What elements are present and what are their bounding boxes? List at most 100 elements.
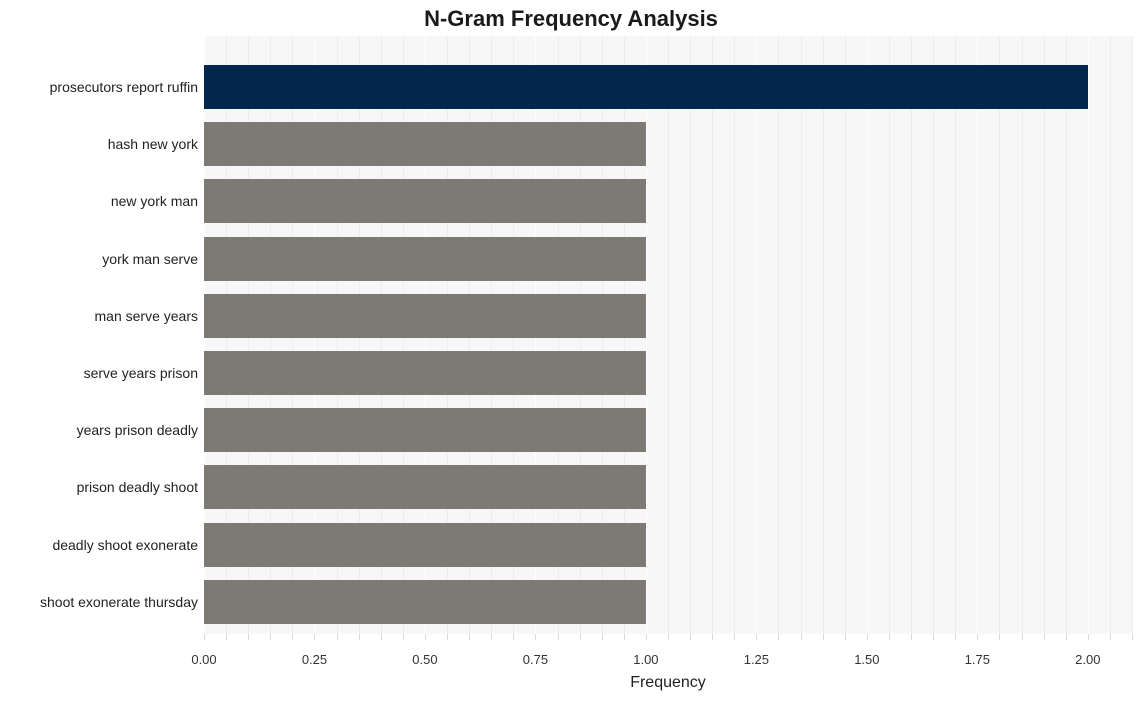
gridline-minor: [1044, 36, 1045, 634]
x-minor-tick: [248, 634, 249, 640]
x-minor-tick: [292, 634, 293, 640]
x-tick-label: 1.25: [744, 652, 769, 667]
x-minor-tick: [845, 634, 846, 640]
x-minor-tick: [580, 634, 581, 640]
y-tick-label: york man serve: [102, 251, 198, 267]
x-minor-tick: [1110, 634, 1111, 640]
x-axis-title: Frequency: [204, 674, 1132, 692]
gridline-minor: [712, 36, 713, 634]
x-minor-tick: [513, 634, 514, 640]
x-minor-tick: [1088, 634, 1089, 640]
gridline-minor: [1066, 36, 1067, 634]
gridline-minor: [1132, 36, 1133, 634]
gridline-minor: [955, 36, 956, 634]
x-minor-tick: [535, 634, 536, 640]
bar: [204, 237, 646, 281]
x-minor-tick: [337, 634, 338, 640]
gridline-minor: [734, 36, 735, 634]
gridline-minor: [801, 36, 802, 634]
y-tick-label: new york man: [111, 193, 198, 209]
gridline-minor: [889, 36, 890, 634]
x-minor-tick: [491, 634, 492, 640]
gridline-minor: [845, 36, 846, 634]
bar: [204, 179, 646, 223]
x-minor-tick: [867, 634, 868, 640]
gridline-minor: [690, 36, 691, 634]
x-tick-label: 1.50: [854, 652, 879, 667]
x-minor-tick: [558, 634, 559, 640]
x-minor-tick: [977, 634, 978, 640]
x-minor-tick: [668, 634, 669, 640]
gridline-minor: [668, 36, 669, 634]
x-minor-tick: [889, 634, 890, 640]
gridline-major: [646, 36, 647, 634]
x-minor-tick: [823, 634, 824, 640]
bar: [204, 294, 646, 338]
y-tick-label: shoot exonerate thursday: [40, 594, 198, 610]
y-tick-label: prison deadly shoot: [77, 479, 198, 495]
x-minor-tick: [933, 634, 934, 640]
x-minor-tick: [226, 634, 227, 640]
y-tick-label: serve years prison: [84, 365, 198, 381]
x-minor-tick: [469, 634, 470, 640]
bar: [204, 465, 646, 509]
x-tick-label: 1.75: [965, 652, 990, 667]
y-axis-labels: prosecutors report ruffin hash new york ne…: [0, 36, 198, 634]
gridline-minor: [778, 36, 779, 634]
y-tick-label: prosecutors report ruffin: [50, 79, 198, 95]
x-minor-tick: [204, 634, 205, 640]
x-minor-tick: [1022, 634, 1023, 640]
gridline-major: [977, 36, 978, 634]
bar: [204, 580, 646, 624]
x-minor-tick: [314, 634, 315, 640]
x-tick-label: 0.00: [191, 652, 216, 667]
x-minor-tick: [646, 634, 647, 640]
x-minor-tick: [690, 634, 691, 640]
bar: [204, 122, 646, 166]
x-minor-tick: [756, 634, 757, 640]
gridline-major: [1088, 36, 1089, 634]
x-minor-tick: [1132, 634, 1133, 640]
bar: [204, 65, 1088, 109]
x-minor-tick: [1066, 634, 1067, 640]
x-minor-tick: [602, 634, 603, 640]
x-minor-tick: [712, 634, 713, 640]
x-minor-tick: [270, 634, 271, 640]
x-tick-label: 0.25: [302, 652, 327, 667]
y-tick-label: hash new york: [108, 136, 198, 152]
y-tick-label: man serve years: [95, 308, 198, 324]
y-tick-label: years prison deadly: [77, 422, 198, 438]
chart-title: N-Gram Frequency Analysis: [0, 0, 1142, 36]
bar: [204, 523, 646, 567]
x-tick-label: 0.75: [523, 652, 548, 667]
gridline-minor: [933, 36, 934, 634]
x-minor-tick: [911, 634, 912, 640]
x-minor-tick: [381, 634, 382, 640]
x-tick-label: 1.00: [633, 652, 658, 667]
x-minor-tick: [425, 634, 426, 640]
x-minor-tick: [1044, 634, 1045, 640]
plot-area: [204, 36, 1132, 634]
x-tick-label: 0.50: [412, 652, 437, 667]
gridline-minor: [1022, 36, 1023, 634]
gridline-minor: [911, 36, 912, 634]
y-tick-label: deadly shoot exonerate: [52, 537, 198, 553]
x-minor-tick: [403, 634, 404, 640]
gridline-minor: [1110, 36, 1111, 634]
x-minor-tick: [778, 634, 779, 640]
gridline-major: [867, 36, 868, 634]
x-minor-tick: [999, 634, 1000, 640]
gridline-minor: [823, 36, 824, 634]
ngram-chart: N-Gram Frequency Analysis prosecutors re…: [0, 0, 1142, 701]
gridline-minor: [999, 36, 1000, 634]
x-minor-tick: [624, 634, 625, 640]
x-minor-tick: [955, 634, 956, 640]
x-axis-ticks: 0.000.250.500.751.001.251.501.752.00: [204, 652, 1132, 672]
bar: [204, 408, 646, 452]
x-minor-tick: [801, 634, 802, 640]
gridline-major: [756, 36, 757, 634]
x-minor-tick: [359, 634, 360, 640]
bar: [204, 351, 646, 395]
x-minor-tick: [734, 634, 735, 640]
x-tick-label: 2.00: [1075, 652, 1100, 667]
